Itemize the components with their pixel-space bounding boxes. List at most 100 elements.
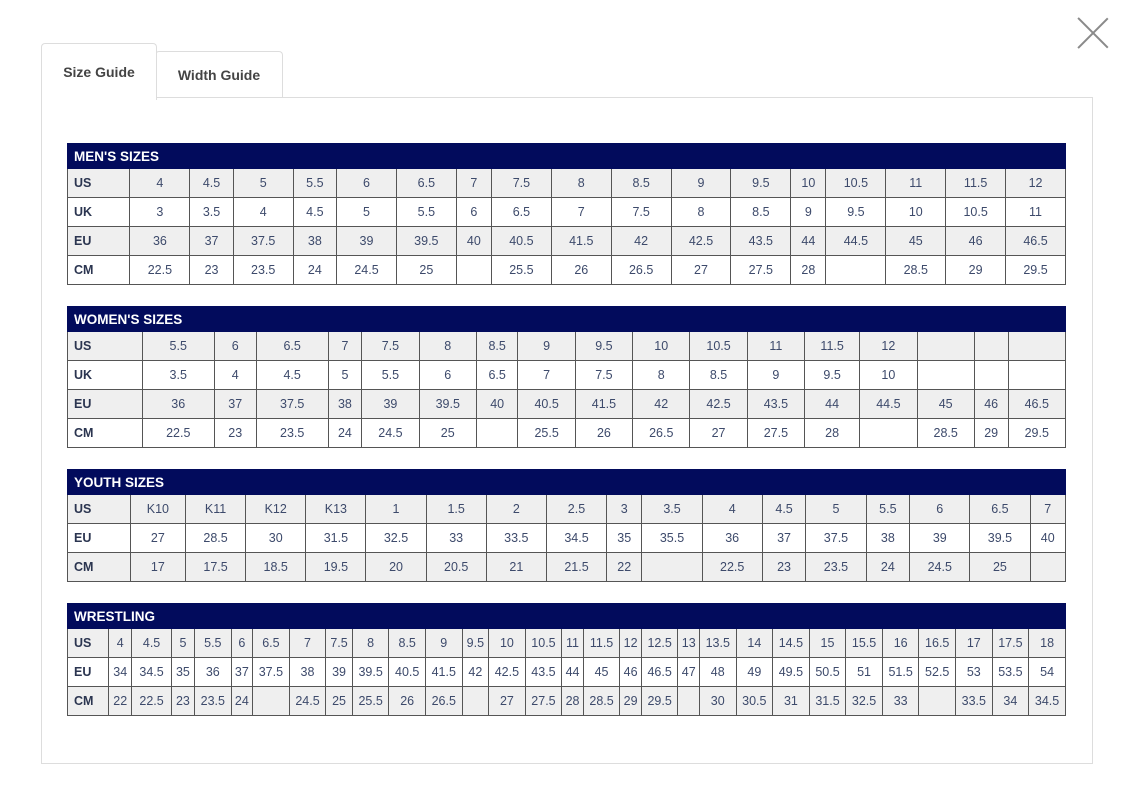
size-cell: 17 xyxy=(955,628,993,658)
size-cell: 25 xyxy=(395,255,457,285)
header-cell xyxy=(327,306,363,332)
size-cell: 8.5 xyxy=(689,360,748,390)
size-cell: 43.5 xyxy=(730,226,792,256)
header-cell xyxy=(288,603,327,629)
size-cell: 4 xyxy=(129,168,191,198)
close-icon[interactable] xyxy=(1076,16,1110,50)
header-cell xyxy=(698,603,737,629)
size-cell: 46.5 xyxy=(1007,389,1067,419)
size-cell: 37 xyxy=(213,389,257,419)
size-cell: 25.5 xyxy=(517,418,576,448)
header-cell xyxy=(325,603,353,629)
size-cell: 44 xyxy=(790,226,827,256)
table-row: UK 3.5 4 4.5 5 5.5 6 6.5 7 7.5 8 8.5 9 9.5 10 xyxy=(67,360,1067,390)
size-cell: 7.5 xyxy=(490,168,552,198)
size-cell: 6 xyxy=(418,360,477,390)
size-cell: 4 xyxy=(213,360,257,390)
size-cell: 7 xyxy=(517,360,576,390)
tab-width-guide[interactable]: Width Guide xyxy=(155,51,283,98)
size-cell: 40.5 xyxy=(490,226,552,256)
size-cell: 26 xyxy=(388,686,426,716)
header-cell xyxy=(689,306,748,332)
size-cell: 24.5 xyxy=(361,418,420,448)
header-cell xyxy=(365,469,427,495)
size-cell: 9.5 xyxy=(804,360,861,390)
size-cell: 37 xyxy=(761,523,807,553)
size-cell: K11 xyxy=(184,494,247,524)
size-cell: 41.5 xyxy=(424,657,463,687)
size-cell: 7 xyxy=(455,168,492,198)
size-cell: 7.5 xyxy=(610,197,672,227)
table-header-row: MEN'S SIZES xyxy=(67,143,1066,169)
size-cell: 37.5 xyxy=(232,226,294,256)
size-cell: 22.5 xyxy=(129,255,191,285)
size-cell: 4.5 xyxy=(761,494,807,524)
row-label: EU xyxy=(67,389,143,419)
table-title: WOMEN'S SIZES xyxy=(67,306,329,332)
header-cell xyxy=(772,603,810,629)
header-cell xyxy=(865,469,911,495)
size-cell: 35.5 xyxy=(641,523,703,553)
size-cell: 26 xyxy=(574,418,634,448)
header-cell xyxy=(804,306,861,332)
size-cell: 37.5 xyxy=(805,523,867,553)
size-cell: 53.5 xyxy=(991,657,1030,687)
size-cell: 4 xyxy=(108,628,133,658)
size-cell: 5.5 xyxy=(395,197,457,227)
size-cell: 37 xyxy=(189,226,234,256)
size-cell: 23.5 xyxy=(232,255,294,285)
tab-size-guide[interactable]: Size Guide xyxy=(41,43,157,100)
size-cell: 46.5 xyxy=(640,657,679,687)
size-cell: 38 xyxy=(292,226,338,256)
table-row: CM 22 22.5 23 23.5 24 24.5 25 25.5 26 26.5 27 27.5 28… xyxy=(66,686,1066,716)
table-row: US 5.5 6 6.5 7 7.5 8 8.5 9 9.5 10 10.5 11 11.5 12 xyxy=(67,331,1067,361)
header-cell xyxy=(825,143,887,169)
size-cell: 10 xyxy=(859,360,918,390)
size-cell: 28 xyxy=(804,418,861,448)
size-cell: K13 xyxy=(305,494,367,524)
size-cell xyxy=(825,255,887,285)
size-cell: 12.5 xyxy=(640,628,679,658)
size-cell: 9.5 xyxy=(825,197,887,227)
size-cell: 35 xyxy=(606,523,643,553)
size-cell: 23.5 xyxy=(194,686,232,716)
header-cell xyxy=(194,603,232,629)
size-cell: 9.5 xyxy=(574,331,634,361)
size-cell: 41.5 xyxy=(574,389,634,419)
header-cell xyxy=(517,306,576,332)
size-cell: 7.5 xyxy=(325,628,353,658)
table-row: CM 22.5 23 23.5 24 24.5 25 25.5 26 26.5 27 27.5 28 28… xyxy=(67,418,1067,448)
size-cell: 22.5 xyxy=(141,418,215,448)
row-label: CM xyxy=(67,418,143,448)
header-cell xyxy=(524,603,563,629)
size-cell: 11 xyxy=(885,168,947,198)
header-cell xyxy=(619,603,642,629)
size-cell: 8 xyxy=(351,628,390,658)
header-cell xyxy=(488,603,526,629)
row-label: UK xyxy=(66,197,131,227)
row-label: CM xyxy=(66,255,131,285)
size-cell: 35 xyxy=(170,657,196,687)
header-cell xyxy=(677,603,700,629)
size-cell xyxy=(1007,331,1067,361)
size-cell: 24 xyxy=(230,686,254,716)
size-cell: 3 xyxy=(606,494,643,524)
size-cell: 11 xyxy=(561,628,584,658)
size-cell: 39.5 xyxy=(395,226,457,256)
size-cell: 9 xyxy=(424,628,463,658)
row-label: CM xyxy=(67,552,131,582)
size-cell: 49 xyxy=(735,657,774,687)
size-cell: 10.5 xyxy=(524,628,563,658)
size-cell: 23.5 xyxy=(255,418,329,448)
size-cell: 6 xyxy=(230,628,254,658)
size-cell: 17.5 xyxy=(991,628,1030,658)
size-cell: 7.5 xyxy=(574,360,634,390)
header-cell xyxy=(582,603,621,629)
header-cell xyxy=(918,603,957,629)
size-cell: 34 xyxy=(108,657,133,687)
size-cell: 44 xyxy=(804,389,861,419)
size-cell: 39.5 xyxy=(351,657,390,687)
header-cell xyxy=(418,306,477,332)
size-cell: 2 xyxy=(485,494,547,524)
size-cell xyxy=(916,360,975,390)
